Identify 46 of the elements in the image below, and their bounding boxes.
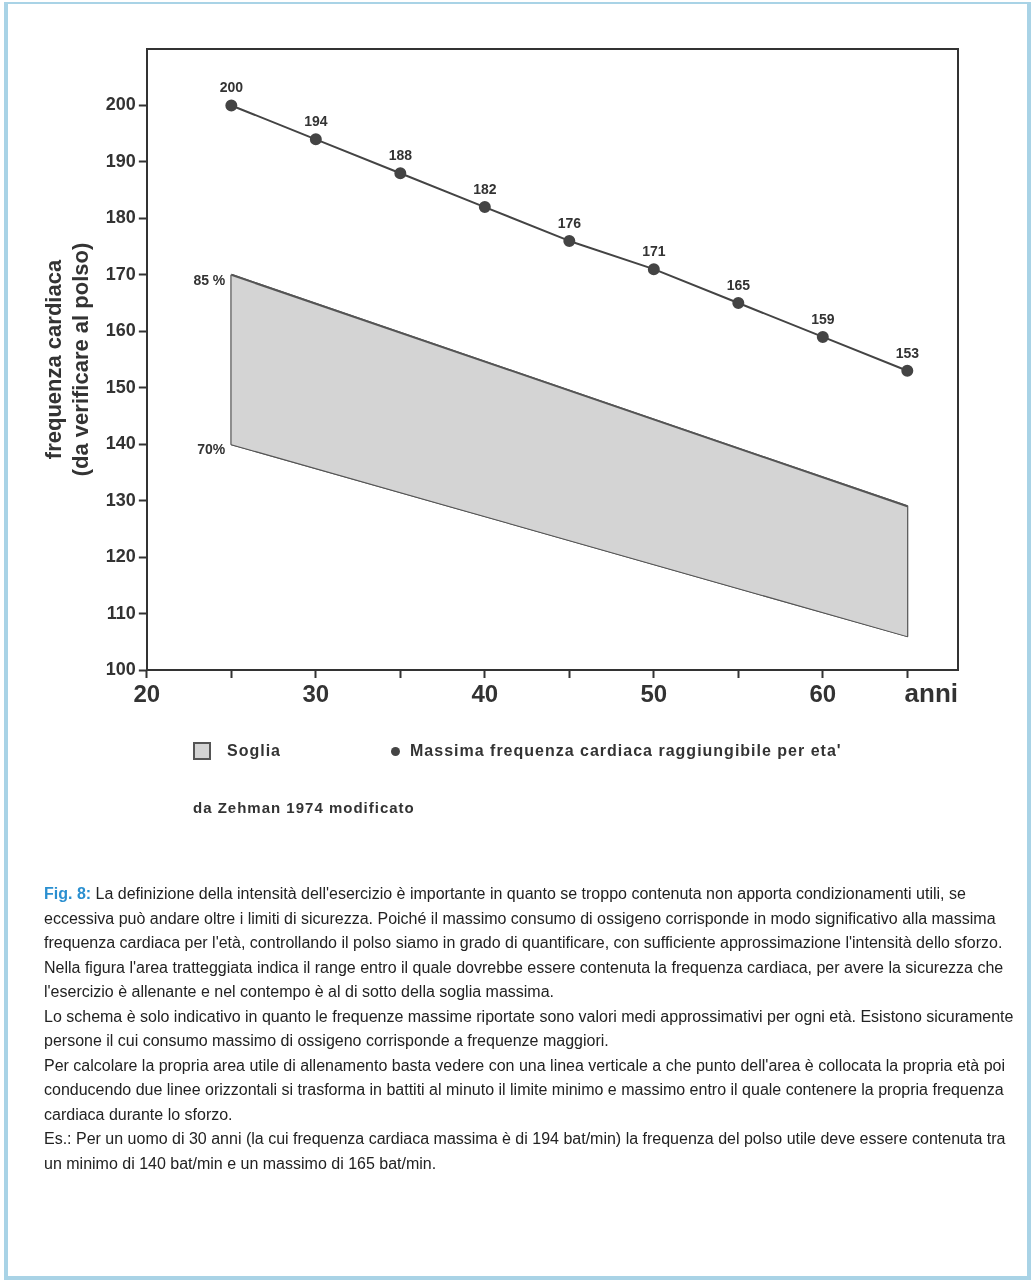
caption: Fig. 8: La definizione della intensità dell'esercizio è importante in quanto se troppo contenuta non apporta condizionamenti utili, se eccessiva può andare oltre i limiti di sicurezza. Poiché il massimo consumo di ossigeno corrisponde in modo significativo alla massima frequenza cardiaca per l'età, controllando il polso siamo in grado di quantificare, con sufficiente approssimazione l'intensità dello sforzo. (44, 884, 1004, 953)
text: Lo schema è solo indicativo in quanto le frequenze massime riportate sono valori medi approssimativi per ogni età. Esistono sicuramente persone il cui consumo massimo di ossigeno corrisponde a frequenze maggiori. (44, 1006, 1015, 1051)
x-tick-label: 20 (133, 680, 161, 708)
y-tick-label: 110 (106, 602, 136, 623)
x-tick-label: 30 (302, 680, 330, 708)
data-label: 176 (557, 214, 582, 231)
y-tick-label: 180 (105, 207, 136, 228)
point (309, 133, 322, 146)
y-tick-label: 100 (105, 658, 136, 679)
point (225, 99, 238, 112)
point (563, 234, 576, 247)
data-label: 182 (473, 180, 497, 197)
point (732, 297, 745, 310)
text: Nella figura l'area tratteggiata indica il range entro il quale dovrebbe essere contenuta la frequenza cardiaca, per avere la sicurezza che l'esercizio è allenante e nel contempo è al di sotto della soglia massima. (44, 957, 1005, 1002)
point (394, 167, 407, 180)
data-label: 171 (642, 243, 666, 260)
x-tick-label: 50 (640, 680, 668, 708)
y-tick-label: 130 (105, 489, 136, 510)
x-tick-label: 60 (809, 680, 837, 708)
data-label: 188 (388, 147, 413, 164)
text: da Zehman 1974 modificato (193, 799, 415, 816)
data-label: 153 (895, 344, 920, 361)
y-tick-label: 140 (105, 433, 136, 454)
text: Per calcolare la propria area utile di allenamento basta vedere con una linea verticale a che punto dell'area è collocata la propria età poi conducendo due linee orizzontali si trasforma in battiti al minuto il limite minimo e massimo entro il quale contenere la propria frequenza cardiaca durante lo sforzo. (44, 1055, 1006, 1125)
point (647, 263, 660, 276)
y-axis-title: frequenza cardiaca (da verificare al polso) (41, 242, 93, 477)
y-tick-label: 120 (105, 546, 136, 567)
x-axis-title: anni (904, 677, 958, 708)
point (816, 330, 829, 343)
annotation: 70% (197, 441, 226, 458)
annotation: 85 % (193, 271, 226, 288)
legend-label: Massima frequenza cardiaca raggiungibile per eta' (410, 742, 842, 760)
y-tick-label: 200 (105, 94, 136, 115)
point (901, 364, 914, 377)
y-tick-label: 170 (105, 263, 136, 284)
y-tick-label: 190 (105, 150, 136, 171)
x-tick-label: 40 (471, 680, 499, 708)
data-label: 159 (811, 310, 835, 327)
y-tick-label: 160 (105, 320, 136, 341)
point (478, 201, 491, 214)
data-label: 194 (304, 113, 328, 130)
data-label: 200 (219, 79, 244, 96)
legend-label: Soglia (227, 742, 282, 760)
text: Es.: Per un uomo di 30 anni (la cui frequenza cardiaca massima è di 194 bat/min) la frequenza del polso utile deve essere contenuta tra un minimo di 140 bat/min e un massimo di 165 bat/min. (44, 1129, 1007, 1174)
data-label: 165 (726, 276, 751, 293)
y-tick-label: 150 (105, 376, 136, 397)
